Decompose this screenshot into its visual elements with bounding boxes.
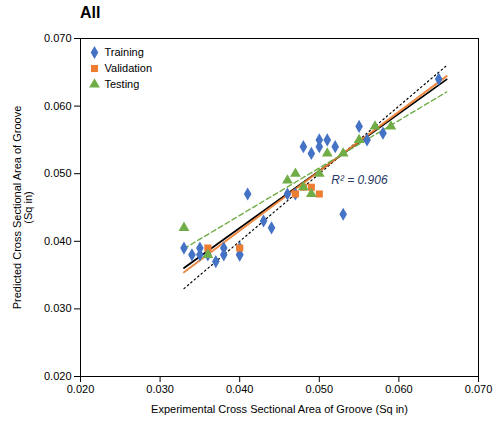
svg-text:0.060: 0.060 — [44, 100, 72, 112]
svg-text:Experimental Cross Sectional A: Experimental Cross Sectional Area of Gro… — [151, 403, 408, 415]
svg-text:0.070: 0.070 — [465, 383, 493, 395]
svg-text:Predicted Cross Sectional Area: Predicted Cross Sectional Area of Groove… — [11, 106, 34, 310]
svg-text:Testing: Testing — [105, 78, 140, 90]
svg-text:0.050: 0.050 — [44, 167, 72, 179]
html-text:All: All — [80, 4, 101, 21]
svg-text:0.040: 0.040 — [226, 383, 254, 395]
svg-text:0.030: 0.030 — [146, 383, 174, 395]
svg-text:0.020: 0.020 — [44, 370, 72, 382]
svg-text:Training: Training — [105, 46, 144, 58]
svg-text:0.030: 0.030 — [44, 302, 72, 314]
svg-text:Validation: Validation — [105, 62, 153, 74]
svg-text:0.050: 0.050 — [306, 383, 334, 395]
svg-text:R² = 0.906: R² = 0.906 — [331, 173, 388, 187]
svg-text:0.060: 0.060 — [385, 383, 413, 395]
svg-text:0.020: 0.020 — [67, 383, 95, 395]
svg-text:0.070: 0.070 — [44, 32, 72, 44]
svg-text:0.040: 0.040 — [44, 235, 72, 247]
